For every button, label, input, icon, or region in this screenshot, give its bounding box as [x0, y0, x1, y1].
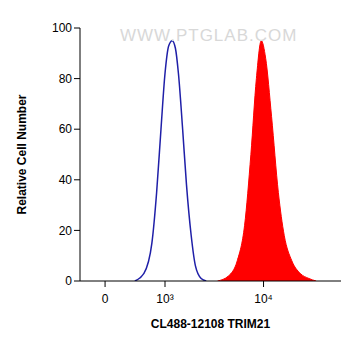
svg-text:CL488-12108 TRIM21: CL488-12108 TRIM21 [151, 317, 271, 331]
svg-text:0: 0 [102, 292, 109, 306]
svg-text:40: 40 [59, 173, 73, 187]
html-text:WWW.PTGLAB.COM: WWW.PTGLAB.COM [120, 26, 298, 45]
svg-text:10⁴: 10⁴ [254, 292, 273, 306]
svg-text:Relative Cell Number: Relative Cell Number [15, 94, 29, 214]
svg-text:20: 20 [59, 224, 73, 238]
svg-text:80: 80 [59, 72, 73, 86]
svg-text:60: 60 [59, 122, 73, 136]
svg-text:0: 0 [65, 274, 72, 288]
svg-text:10³: 10³ [156, 292, 173, 306]
svg-text:100: 100 [52, 21, 72, 35]
